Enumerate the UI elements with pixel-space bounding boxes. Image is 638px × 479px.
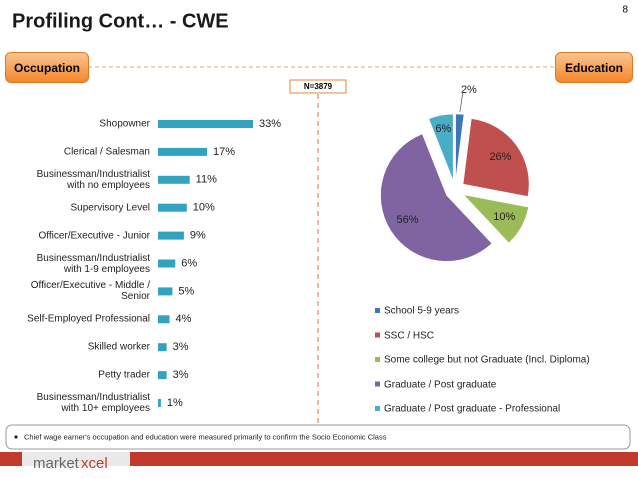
category-label: Petty trader	[98, 369, 150, 381]
value-label: 33%	[259, 118, 281, 130]
category-label: Officer/Executive - Junior	[38, 230, 150, 242]
pie-slice	[462, 118, 530, 197]
pie-slice	[428, 113, 454, 181]
footnote: Chief wage earner's occupation and educa…	[24, 432, 387, 441]
category-label: Skilled worker	[87, 341, 150, 353]
pie-slice	[455, 113, 465, 181]
bar	[158, 371, 167, 380]
occupation-header: Occupation	[5, 52, 89, 83]
value-label: 11%	[196, 174, 217, 186]
title: Profiling Cont… - CWE	[12, 10, 229, 32]
legend-marker	[375, 381, 380, 387]
pie-slice	[380, 133, 493, 262]
value-label: 26%	[489, 151, 511, 163]
value-label: 6%	[181, 257, 197, 269]
category-label: Self-Employed Professional	[27, 313, 150, 325]
footnote-box	[5, 424, 631, 450]
legend-marker	[375, 332, 380, 338]
logo-part: xcel	[81, 455, 108, 472]
sample-size: N=3879	[304, 82, 333, 91]
education-header: Education	[555, 52, 633, 83]
sample-size-box	[289, 79, 347, 94]
leader-line	[459, 92, 464, 113]
bar	[158, 231, 184, 240]
category-label: Officer/Executive - Middle / Senior	[30, 280, 150, 303]
category-label: Businessman/Industrialist with 10+ emplo…	[36, 392, 150, 414]
page-number: 8	[622, 5, 628, 16]
legend-marker	[375, 406, 380, 411]
bullet	[14, 435, 18, 439]
legend-label: School 5-9 years	[384, 305, 460, 317]
value-label: 10%	[493, 211, 515, 223]
bar	[158, 287, 173, 296]
value-label: 10%	[193, 202, 215, 214]
value-label: 56%	[397, 214, 419, 226]
category-label: Shopowner	[99, 118, 150, 130]
bar	[158, 175, 190, 184]
bar	[158, 120, 254, 128]
value-label: 5%	[178, 285, 194, 297]
bar	[158, 343, 167, 352]
legend-label: Graduate / Post graduate - Professional	[384, 403, 561, 415]
pie-slice	[463, 194, 529, 244]
bar	[158, 147, 207, 156]
legend-label: SSC / HSC	[384, 330, 435, 341]
category-label: Clerical / Salesman	[63, 146, 150, 158]
value-label: 1%	[167, 397, 183, 409]
category-label: Businessman/Industrialist with 1-9 emplo…	[36, 252, 150, 275]
category-label: Supervisory Level	[70, 202, 150, 214]
logo-part: market	[33, 455, 80, 472]
value-label: 4%	[176, 313, 192, 325]
bar	[158, 315, 170, 324]
footer-accent	[130, 452, 638, 466]
value-label: 2%	[461, 84, 477, 96]
value-label: 17%	[213, 146, 235, 158]
value-label: 3%	[173, 369, 189, 381]
footer-accent	[0, 452, 22, 466]
value-label: 9%	[190, 230, 206, 242]
bar	[158, 203, 187, 212]
value-label: 3%	[173, 341, 189, 353]
legend-marker	[375, 357, 380, 362]
category-label: Businessman/Industrialist with no employ…	[36, 168, 150, 191]
legend-label: Graduate / Post graduate	[384, 379, 497, 390]
value-label: 6%	[435, 123, 451, 135]
legend-marker	[375, 308, 380, 313]
bar	[158, 259, 176, 268]
legend-label: Some college but not Graduate (Incl. Dip…	[384, 354, 590, 366]
bar	[158, 399, 161, 407]
